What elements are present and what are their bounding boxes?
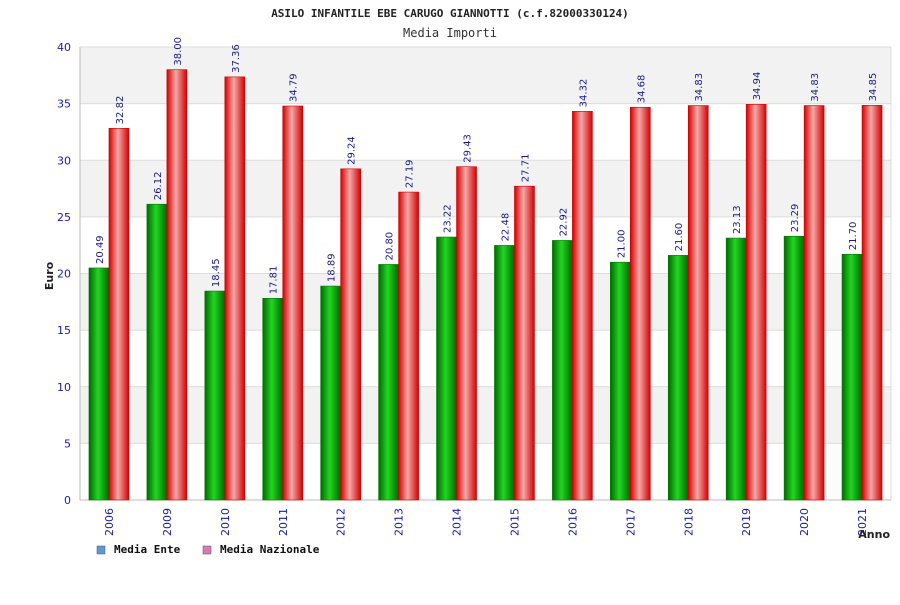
value-label-media-nazionale-2016: 34.32 (578, 79, 589, 108)
value-label-media-nazionale-2009: 38.00 (173, 37, 184, 66)
value-label-media-ente-2014: 23.22 (443, 204, 454, 233)
grid-band (80, 47, 891, 104)
legend-label-media-ente: Media Ente (114, 543, 181, 556)
y-tick-label: 10 (57, 381, 71, 394)
x-tick-label: 2016 (566, 508, 579, 536)
bar-media-nazionale-2018 (687, 105, 709, 501)
bar-media-nazionale-2014 (456, 166, 477, 501)
grid-band (80, 330, 891, 387)
chart-title: ASILO INFANTILE EBE CARUGO GIANNOTTI (c.… (271, 7, 629, 20)
value-label-media-ente-2006: 20.49 (95, 235, 106, 264)
grid-band (80, 216, 891, 274)
value-label-media-ente-2021: 21.70 (848, 222, 859, 251)
x-tick-label: 2012 (335, 508, 348, 536)
bar-media-nazionale-2012 (340, 168, 361, 501)
bar-media-ente-2021 (841, 253, 863, 501)
bar-media-ente-2009 (146, 203, 168, 501)
y-tick-label: 35 (57, 98, 71, 111)
value-label-media-ente-2010: 18.45 (211, 258, 222, 287)
value-label-media-nazionale-2011: 34.79 (289, 73, 300, 102)
y-tick-label: 30 (57, 154, 71, 167)
grid-band (80, 443, 891, 500)
grid-band (80, 273, 891, 331)
legend-label-media-nazionale: Media Nazionale (220, 543, 320, 556)
value-label-media-ente-2011: 17.81 (269, 266, 280, 295)
value-label-media-ente-2015: 22.48 (500, 213, 511, 242)
bar-media-nazionale-2015 (514, 185, 535, 501)
x-tick-label: 2015 (508, 508, 521, 536)
bar-media-nazionale-2006 (108, 128, 130, 501)
x-tick-label: 2018 (682, 508, 695, 536)
value-label-media-ente-2017: 21.00 (616, 230, 627, 259)
value-label-media-nazionale-2020: 34.83 (810, 73, 821, 102)
grid-band (80, 103, 891, 161)
bar-media-nazionale-2016 (572, 111, 593, 501)
value-label-media-ente-2012: 18.89 (327, 253, 338, 282)
bar-media-nazionale-2009 (166, 69, 188, 501)
x-tick-label: 2020 (798, 508, 811, 536)
value-label-media-ente-2009: 26.12 (153, 172, 164, 201)
legend: Media Ente Media Nazionale (96, 543, 320, 556)
bar-media-nazionale-2020 (803, 105, 825, 501)
value-label-media-nazionale-2014: 29.43 (463, 134, 474, 163)
bar-media-nazionale-2019 (745, 104, 767, 501)
bar-media-nazionale-2011 (282, 105, 304, 501)
x-tick-label: 2021 (856, 508, 869, 536)
value-label-media-nazionale-2013: 27.19 (405, 159, 416, 188)
x-tick-label: 2009 (161, 508, 174, 536)
x-tick-label: 2017 (624, 508, 637, 536)
x-tick-label: 2010 (219, 508, 232, 536)
bar-media-ente-2019 (725, 237, 747, 501)
bar-media-ente-2012 (320, 285, 341, 501)
bar-media-ente-2017 (610, 261, 631, 501)
bar-media-ente-2020 (783, 235, 805, 501)
value-label-media-nazionale-2006: 32.82 (115, 96, 126, 125)
value-label-media-nazionale-2010: 37.36 (231, 44, 242, 73)
bar-media-nazionale-2013 (398, 191, 419, 501)
bar-media-ente-2015 (494, 245, 515, 501)
y-tick-label: 25 (57, 211, 71, 224)
bar-media-ente-2010 (204, 290, 226, 501)
x-tick-label: 2006 (103, 508, 116, 536)
value-label-media-nazionale-2019: 34.94 (752, 72, 763, 101)
y-tick-label: 40 (57, 41, 71, 54)
x-tick-label: 2019 (740, 508, 753, 536)
x-tick-label: 2013 (393, 508, 406, 536)
y-tick-label: 5 (64, 437, 71, 450)
value-label-media-nazionale-2015: 27.71 (520, 154, 531, 183)
bar-media-nazionale-2017 (630, 106, 651, 501)
chart-subtitle: Media Importi (403, 26, 497, 40)
value-label-media-nazionale-2018: 34.83 (694, 73, 705, 102)
bar-media-ente-2013 (378, 264, 399, 501)
legend-swatch-media-ente (96, 545, 106, 555)
bar-media-ente-2014 (436, 236, 457, 501)
value-label-media-nazionale-2017: 34.68 (636, 75, 647, 104)
grid-band (80, 160, 891, 217)
bar-media-ente-2016 (552, 240, 573, 501)
value-label-media-nazionale-2012: 29.24 (347, 136, 358, 165)
x-axis-label: Anno (858, 528, 890, 541)
value-label-media-ente-2020: 23.29 (790, 204, 801, 233)
bar-media-ente-2018 (667, 255, 689, 501)
x-tick-label: 2011 (277, 508, 290, 536)
x-tick-label: 2014 (451, 508, 464, 536)
grid-band (80, 386, 891, 444)
bar-media-ente-2006 (88, 267, 110, 501)
bar-media-nazionale-2010 (224, 76, 246, 501)
bar-media-nazionale-2021 (861, 105, 883, 501)
value-label-media-ente-2013: 20.80 (385, 232, 396, 261)
y-tick-label: 0 (64, 494, 71, 507)
y-tick-label: 15 (57, 324, 71, 337)
legend-swatch-media-nazionale (202, 545, 212, 555)
value-label-media-ente-2016: 22.92 (558, 208, 569, 237)
bar-media-ente-2011 (262, 298, 284, 501)
value-label-media-ente-2018: 21.60 (674, 223, 685, 252)
value-label-media-ente-2019: 23.13 (732, 205, 743, 234)
value-label-media-nazionale-2021: 34.85 (868, 73, 879, 102)
y-tick-label: 20 (57, 268, 71, 281)
y-axis-label: Euro (43, 261, 56, 290)
